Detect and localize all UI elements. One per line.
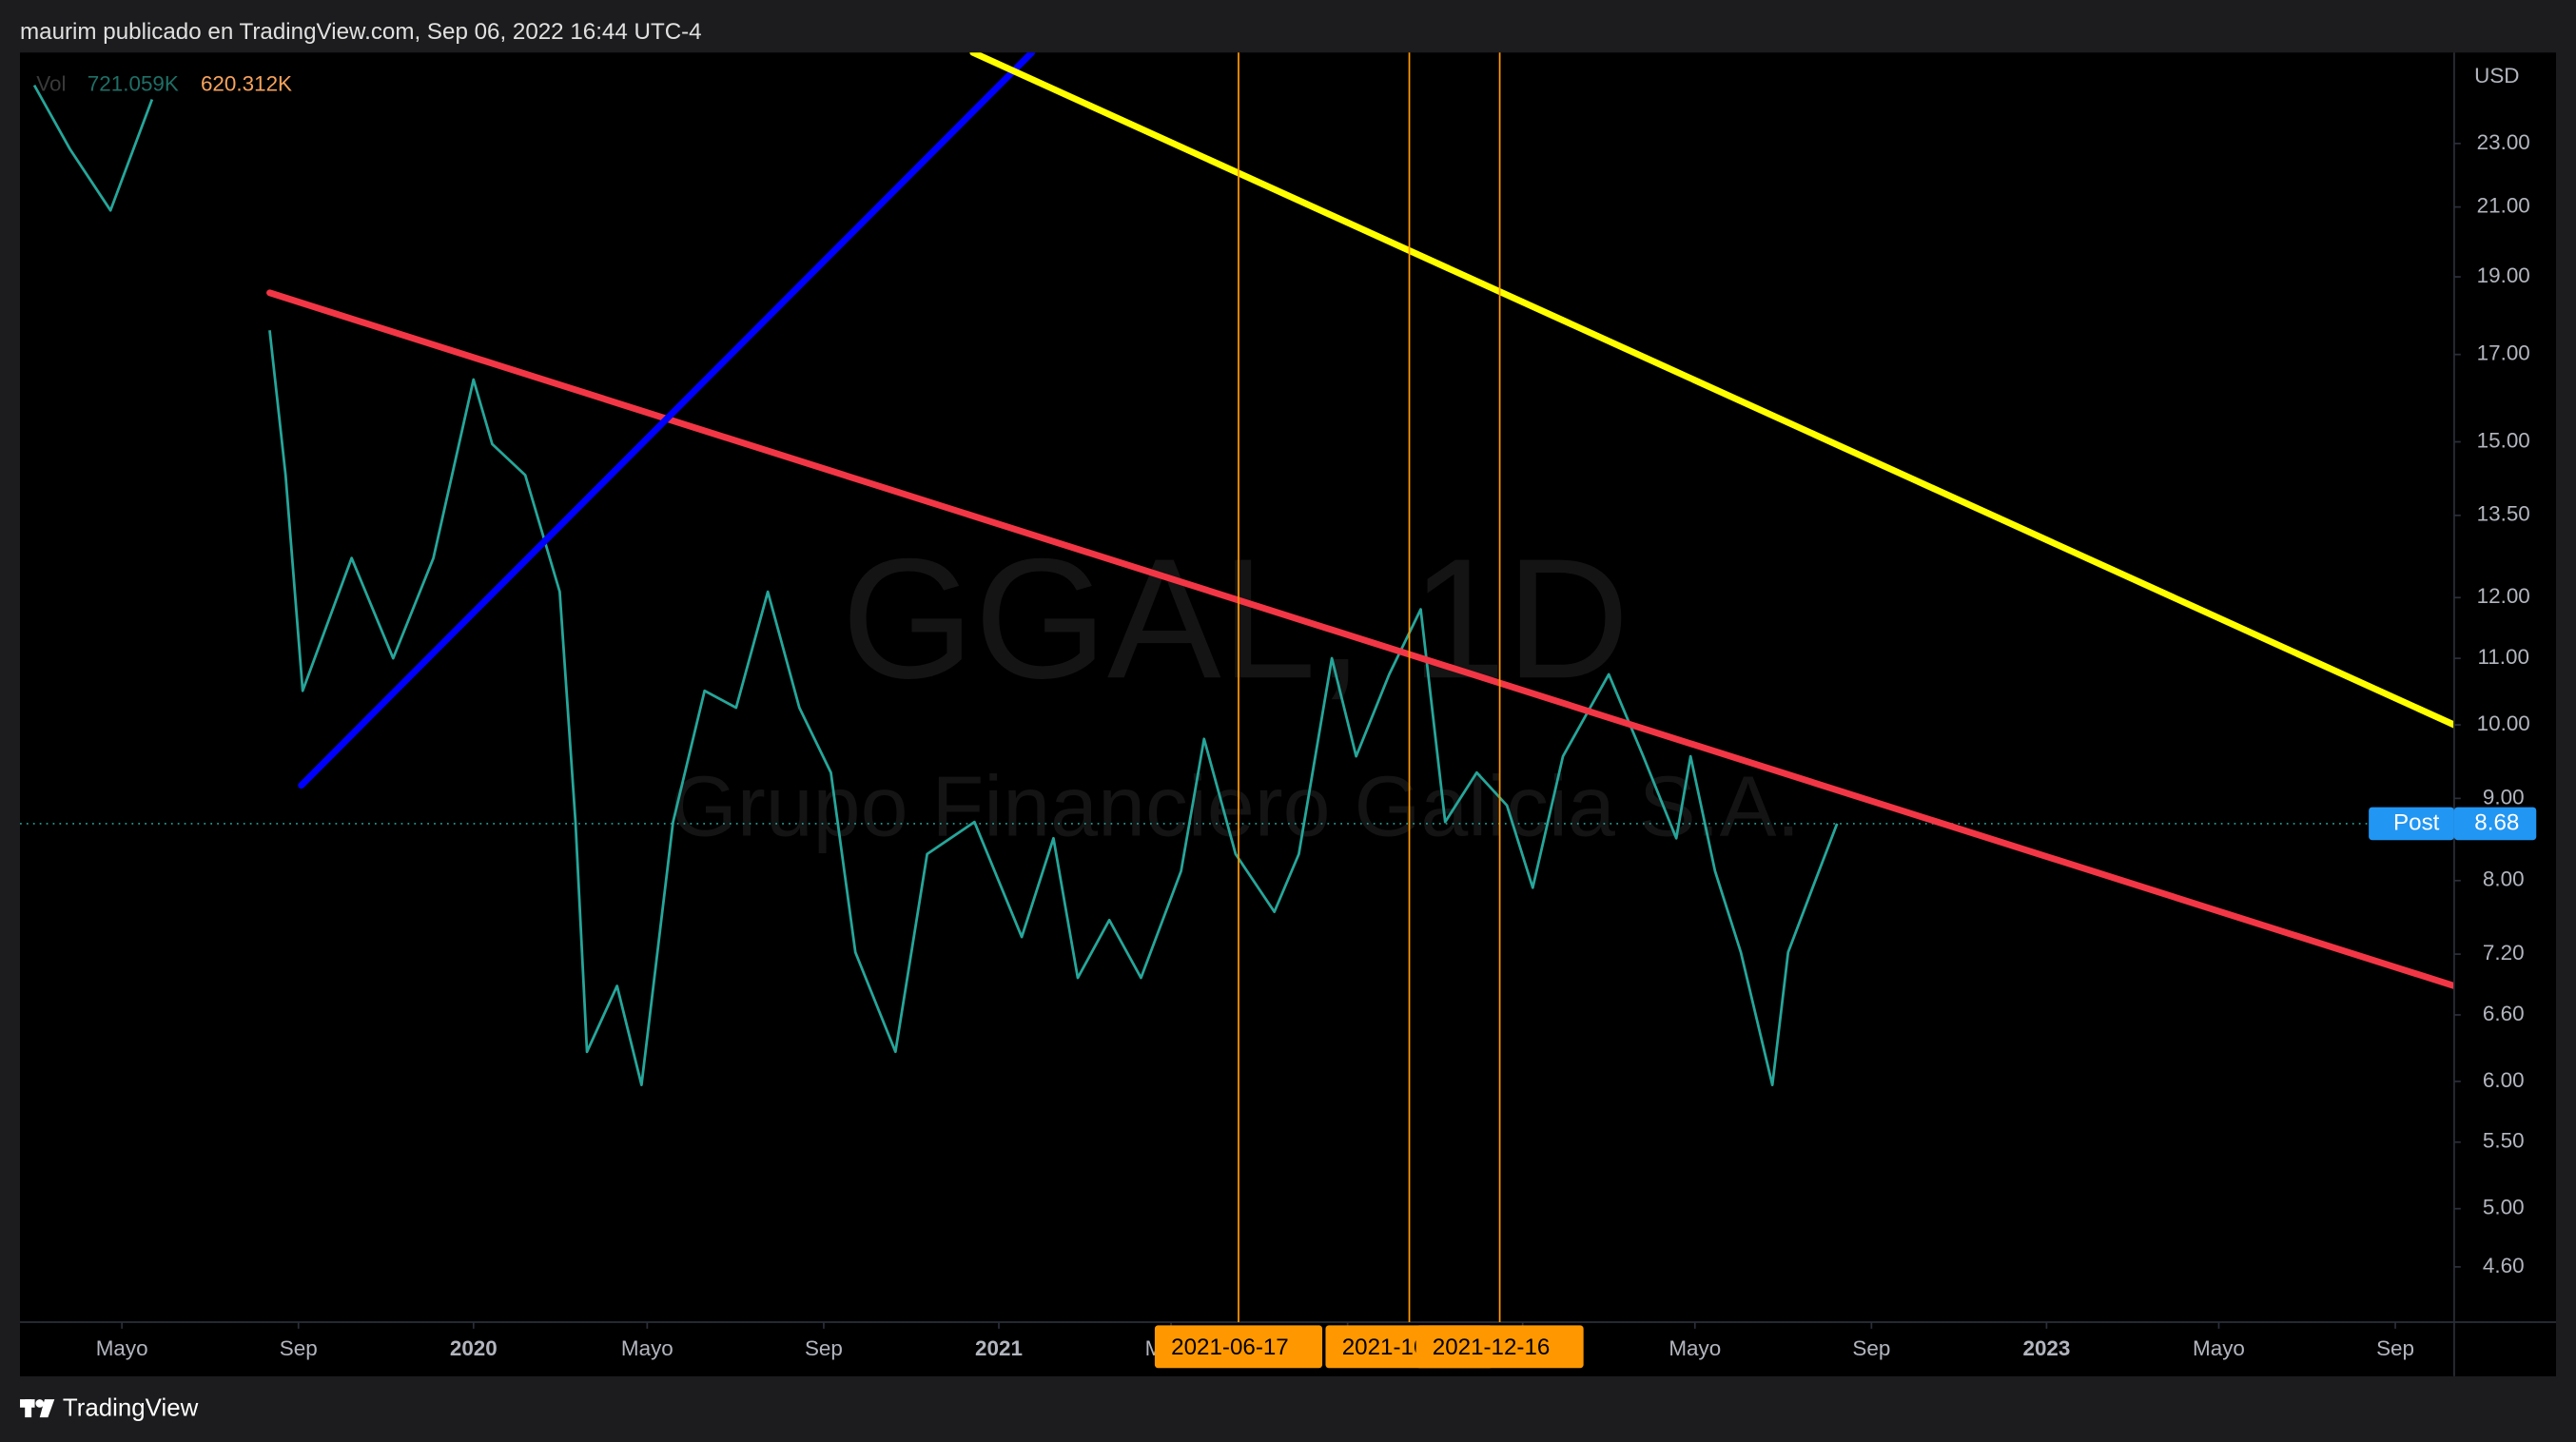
y-tick-label: 9.00	[2483, 785, 2525, 809]
price-label: 8.68	[2474, 809, 2519, 835]
trend-line	[266, 289, 2454, 989]
footer: TradingView	[63, 1394, 199, 1421]
x-tick-label: Mayo	[2193, 1336, 2245, 1360]
logo-mark	[35, 1399, 45, 1408]
y-tick-label: 4.60	[2483, 1254, 2525, 1277]
y-tick-label: 23.00	[2477, 130, 2530, 154]
x-tick-label: Sep	[805, 1336, 843, 1360]
y-tick-label: 6.60	[2483, 1002, 2525, 1025]
y-tick-label: 12.00	[2477, 584, 2530, 608]
price-box	[2453, 807, 2537, 841]
x-tick-label: 2021	[975, 1336, 1023, 1360]
x-tick-label: Mayo	[1669, 1336, 1721, 1360]
y-tick-label: 17.00	[2477, 341, 2530, 365]
y-tick-label: 5.00	[2483, 1196, 2525, 1219]
x-tick-label: 2020	[450, 1336, 498, 1360]
x-tick-label: Mayo	[96, 1336, 148, 1360]
trend-line	[969, 52, 2454, 729]
currency: USD	[2474, 64, 2519, 88]
chart-area	[20, 52, 2556, 1376]
plot	[20, 52, 2454, 1087]
y-tick-label: 13.50	[2477, 502, 2530, 526]
volume-value: 721.059K	[88, 72, 179, 96]
x-tick-label: 2023	[2022, 1336, 2070, 1360]
marker-box	[1415, 1325, 1584, 1369]
session-box	[2369, 807, 2454, 841]
logo-mark	[25, 1399, 32, 1418]
y-tick-label: 10.00	[2477, 711, 2530, 735]
marker-box	[1154, 1325, 1323, 1369]
x-tick-label: Sep	[1852, 1336, 1890, 1360]
y-tick-label: 8.00	[2483, 867, 2525, 891]
session-label: Post	[2393, 809, 2440, 835]
y-tick-label: 11.00	[2477, 645, 2528, 669]
logo	[20, 1399, 55, 1418]
y-tick-label: 7.20	[2483, 941, 2525, 965]
x-tick-label: Sep	[2376, 1336, 2414, 1360]
volume-average: 620.312K	[201, 72, 292, 96]
y-tick-label: 21.00	[2477, 194, 2530, 218]
header: maurim publicado en TradingView.com, Sep…	[20, 19, 702, 45]
marker-label: 2021-06-17	[1171, 1335, 1289, 1360]
price-line	[32, 84, 1839, 1087]
y-tick-label: 5.50	[2483, 1129, 2525, 1153]
trend-line	[298, 52, 1036, 789]
y-tick-label: 19.00	[2477, 263, 2530, 287]
x-tick-label: Sep	[280, 1336, 318, 1360]
y-tick-label: 6.00	[2483, 1068, 2525, 1092]
x-tick-label: Mayo	[621, 1336, 673, 1360]
marker-label: 2021-12-16	[1433, 1335, 1551, 1360]
watermark-description: Grupo Financiero Galicia S.A.	[671, 759, 1800, 854]
volume-label: Vol	[36, 72, 66, 96]
y-tick-label: 15.00	[2477, 428, 2530, 452]
